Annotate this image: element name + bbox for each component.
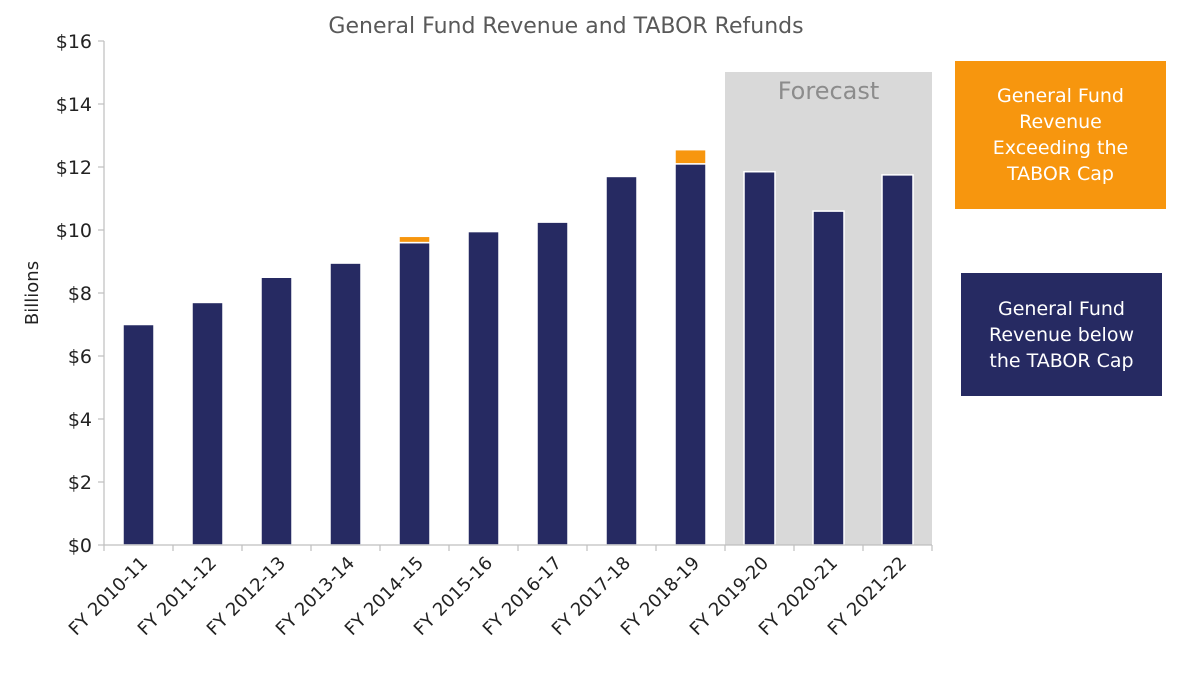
- y-tick-label: $14: [56, 94, 92, 116]
- bar-exceeding-cap: [674, 148, 707, 165]
- y-tick-label: $8: [68, 283, 92, 305]
- bar-below-cap: [743, 170, 776, 546]
- chart-title: General Fund Revenue and TABOR Refunds: [328, 14, 803, 39]
- forecast-label: Forecast: [778, 77, 880, 105]
- bar-below-cap: [467, 230, 500, 546]
- bar-below-cap: [122, 323, 155, 546]
- bar-below-cap: [812, 210, 845, 546]
- bar-below-cap: [398, 241, 431, 546]
- y-tick-label: $12: [56, 157, 92, 179]
- bar-below-cap: [536, 221, 569, 546]
- y-tick-label: $4: [68, 409, 92, 431]
- y-tick-label: $2: [68, 472, 92, 494]
- bar-below-cap: [329, 262, 362, 546]
- bar-below-cap: [881, 174, 914, 546]
- y-tick-label: $16: [56, 31, 92, 53]
- legend-exceeding-cap: General Fund Revenue Exceeding the TABOR…: [955, 61, 1166, 209]
- bar-below-cap: [674, 163, 707, 546]
- bar-exceeding-cap: [398, 235, 431, 244]
- y-axis-label: Billions: [22, 261, 43, 325]
- bar-below-cap: [191, 301, 224, 546]
- y-tick-label: $10: [56, 220, 92, 242]
- bar-below-cap: [605, 175, 638, 546]
- bar-below-cap: [260, 276, 293, 546]
- legend-below-cap: General Fund Revenue below the TABOR Cap: [961, 273, 1162, 396]
- y-tick-label: $6: [68, 346, 92, 368]
- y-tick-label: $0: [68, 535, 92, 557]
